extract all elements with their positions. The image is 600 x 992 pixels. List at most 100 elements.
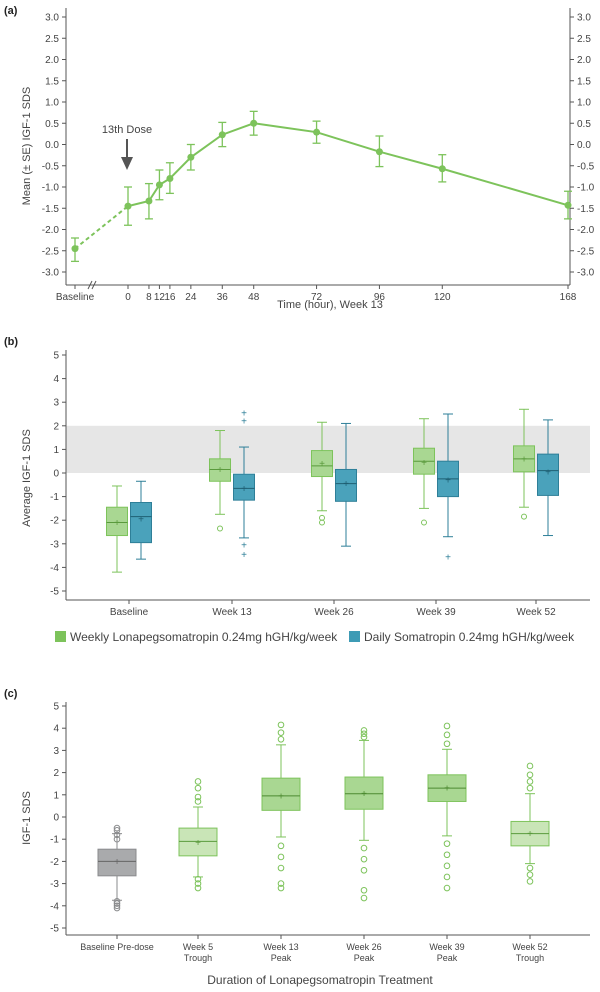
x-tick-label: Week 26: [346, 942, 381, 952]
data-point: [250, 119, 258, 127]
outlier-marker: [360, 730, 368, 738]
y-tick-label: 0.5: [45, 119, 59, 130]
x-tick-label: 16: [164, 292, 176, 303]
box-mean-marker: +: [319, 459, 325, 470]
box-lonapeg: +: [427, 722, 467, 892]
data-point: [375, 148, 383, 156]
x-tick-label: 96: [374, 292, 386, 303]
y-tick-label-right: 0.5: [577, 119, 591, 130]
outlier-marker: [443, 851, 451, 859]
outlier-marker: +: [241, 417, 247, 428]
y-tick-label: -1.5: [42, 204, 60, 215]
y-tick-label: 1.0: [45, 98, 59, 109]
y-tick-label: -1.0: [42, 183, 60, 194]
outlier-marker: [113, 824, 121, 832]
outlier-marker: [443, 840, 451, 847]
box-iqr: [311, 450, 333, 478]
data-point: [218, 131, 226, 139]
outlier-marker: [360, 733, 368, 741]
box-lonapeg: +: [178, 778, 218, 892]
box-mean-marker: +: [445, 476, 451, 487]
outlier-marker: [113, 904, 121, 912]
box-iqr: [335, 468, 357, 502]
box-iqr: [537, 453, 559, 496]
outlier-marker: [194, 875, 202, 883]
box-weekly: +: [209, 430, 231, 532]
outlier-marker: +: [241, 408, 247, 419]
box-daily: ++: [437, 413, 459, 563]
y-tick-label: 2.5: [45, 34, 59, 45]
panel-a-ylabel: Mean (± SE) IGF-1 SDS: [21, 87, 33, 206]
x-tick-label: Week 39: [416, 607, 456, 618]
panel-a-xlabel: Time (hour), Week 13: [277, 299, 383, 311]
panel-c-ylabel: IGF-1 SDS: [21, 791, 33, 845]
legend-swatch-weekly: [55, 631, 66, 642]
y-tick-label: 1: [53, 445, 59, 456]
x-tick-label: Week 52: [512, 942, 547, 952]
box-mean-marker: +: [114, 857, 120, 868]
outlier-marker: [526, 771, 534, 779]
box-lonapeg: +: [97, 824, 137, 912]
x-tick-label: Week 26: [314, 607, 354, 618]
x-tick-label: Trough: [516, 953, 544, 963]
box-mean-marker: +: [545, 467, 551, 478]
outlier-marker: [360, 866, 368, 874]
outlier-marker: [360, 886, 368, 894]
outlier-marker: +: [241, 550, 247, 561]
box-weekly: +: [513, 408, 535, 520]
box-mean-marker: +: [217, 465, 223, 476]
outlier-marker: [526, 871, 534, 879]
x-tick-label: Baseline: [110, 607, 149, 618]
outlier-marker: [277, 736, 285, 743]
outlier-marker: [277, 884, 285, 892]
panel-b-legend: Weekly Lonapegsomatropin 0.24mg hGH/kg/w…: [55, 630, 575, 644]
box-lonapeg: +: [261, 721, 301, 892]
x-tick-label: 12: [154, 292, 166, 303]
x-tick-label: Week 39: [429, 942, 464, 952]
outlier-marker: [113, 898, 121, 905]
box-iqr: [344, 776, 384, 810]
outlier-marker: [319, 519, 325, 526]
outlier-marker: [443, 722, 451, 730]
y-tick-label-right: 1.5: [577, 76, 591, 87]
x-tick-label: 72: [311, 292, 323, 303]
outlier-marker: [277, 864, 285, 872]
outlier-marker: [421, 519, 427, 526]
data-point: [564, 201, 572, 209]
y-tick-label: 3: [53, 398, 59, 409]
x-tick-label: Week 5: [183, 942, 213, 952]
panel-b-ylabel: Average IGF-1 SDS: [21, 429, 33, 527]
x-tick-label: 48: [248, 292, 260, 303]
x-tick-label: 120: [434, 292, 451, 303]
series-line: [127, 122, 569, 208]
panel-b-label: (b): [4, 336, 18, 348]
panel-c-xlabel: Duration of Lonapegsomatropin Treatment: [207, 973, 433, 987]
box-lonapeg: +: [344, 727, 384, 902]
outlier-marker: +: [241, 540, 247, 551]
box-iqr: [233, 473, 255, 501]
box-mean-marker: +: [114, 518, 120, 529]
x-tick-label: Peak: [437, 953, 458, 963]
x-tick-label: Week 52: [516, 607, 556, 618]
y-tick-label-right: 2.0: [577, 55, 591, 66]
dose-arrow-icon: [121, 139, 133, 170]
y-tick-label: 2.0: [45, 55, 59, 66]
x-tick-label: Baseline: [56, 292, 95, 303]
box-mean-marker: +: [527, 829, 533, 840]
outlier-marker: [360, 855, 368, 863]
box-mean-marker: +: [195, 838, 201, 849]
outlier-marker: [526, 878, 534, 885]
baseline-dashed-segment: [74, 205, 129, 250]
y-tick-label-right: -0.5: [577, 161, 595, 172]
panel-c-label: (c): [4, 688, 18, 700]
legend-label-weekly: Weekly Lonapegsomatropin 0.24mg hGH/kg/w…: [70, 630, 338, 644]
outlier-marker: [526, 784, 534, 792]
y-tick-label: -2: [50, 857, 59, 868]
x-tick-label: 36: [217, 292, 229, 303]
y-tick-label: -2: [50, 516, 59, 527]
x-tick-label: Peak: [271, 953, 292, 963]
box-daily: +: [130, 480, 152, 560]
y-tick-label-right: -3.0: [577, 268, 595, 279]
box-mean-marker: +: [521, 454, 527, 465]
